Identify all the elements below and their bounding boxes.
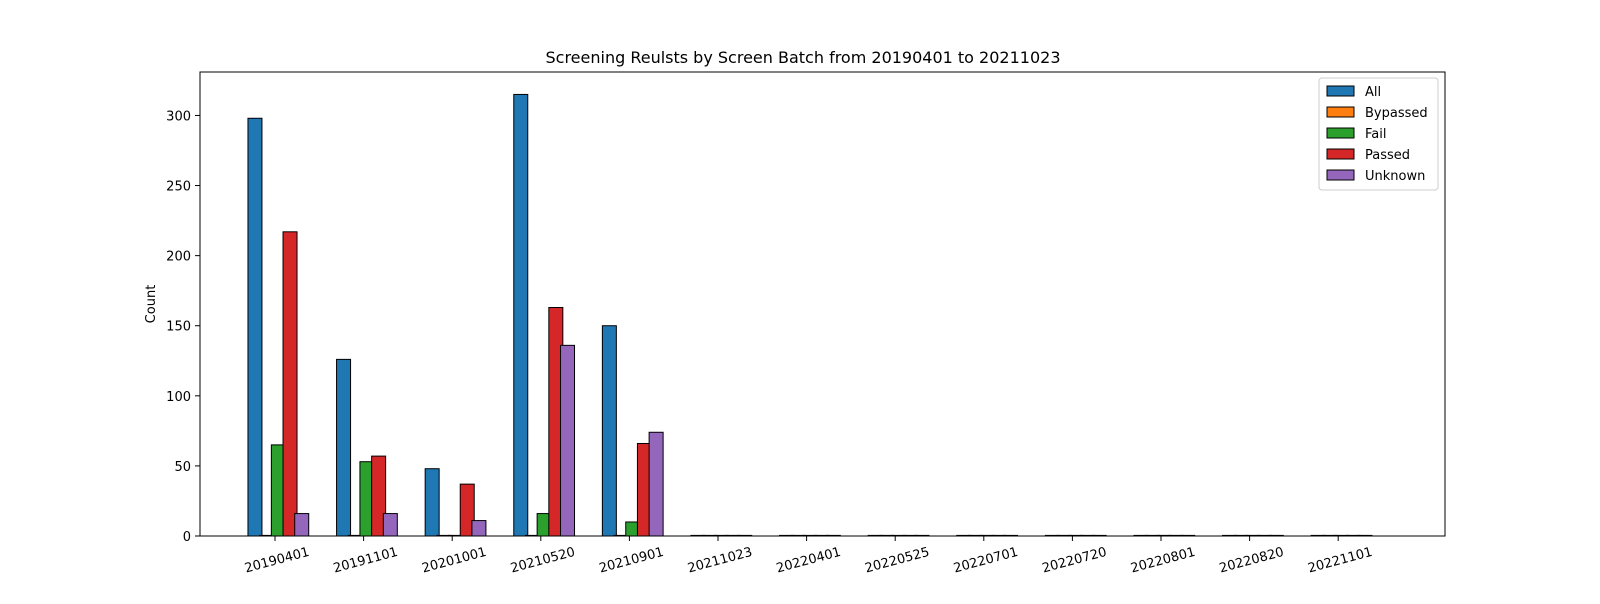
bar-all-20210901 xyxy=(601,325,617,537)
legend-label-all: All xyxy=(1365,85,1381,100)
bar-unknown-20191101 xyxy=(382,513,398,537)
y-axis: 0 50 100 150 200 250 300 xyxy=(166,109,200,545)
y-tick-label: 300 xyxy=(166,109,191,124)
legend-label-bypassed: Bypassed xyxy=(1365,106,1428,121)
y-axis-label: Count xyxy=(144,285,159,324)
legend-swatch-all xyxy=(1326,85,1355,97)
legend-box xyxy=(1318,77,1439,191)
legend-swatch-bypassed xyxy=(1326,106,1355,118)
plot-area-frame xyxy=(199,71,1446,537)
bar-passed-20190401 xyxy=(282,231,298,537)
bar-unknown-20201001 xyxy=(471,520,487,537)
y-tick-label: 0 xyxy=(183,530,191,545)
y-tick-label: 150 xyxy=(166,320,191,335)
y-tick-label: 100 xyxy=(166,390,191,405)
legend-swatch-passed xyxy=(1326,148,1355,160)
bar-all-20201001 xyxy=(424,468,440,537)
bar-unknown-20210520 xyxy=(560,344,576,537)
legend-label-passed: Passed xyxy=(1365,148,1410,163)
bar-unknown-20210901 xyxy=(648,431,664,537)
y-tick-label: 200 xyxy=(166,250,191,265)
chart-title: Screening Reulsts by Screen Batch from 2… xyxy=(545,48,1060,67)
bar-all-20210520 xyxy=(513,93,529,537)
bar-unknown-20190401 xyxy=(294,513,310,537)
y-tick-label: 50 xyxy=(174,460,191,475)
legend-swatch-fail xyxy=(1326,127,1355,139)
legend-label-unknown: Unknown xyxy=(1365,169,1425,184)
legend-label-fail: Fail xyxy=(1365,127,1386,142)
y-tick-label: 250 xyxy=(166,180,191,195)
bar-all-20191101 xyxy=(336,358,352,537)
legend-swatch-unknown xyxy=(1326,169,1355,181)
legend: All Bypassed Fail Passed Unknown xyxy=(1318,77,1439,191)
bar-all-20190401 xyxy=(247,117,263,537)
